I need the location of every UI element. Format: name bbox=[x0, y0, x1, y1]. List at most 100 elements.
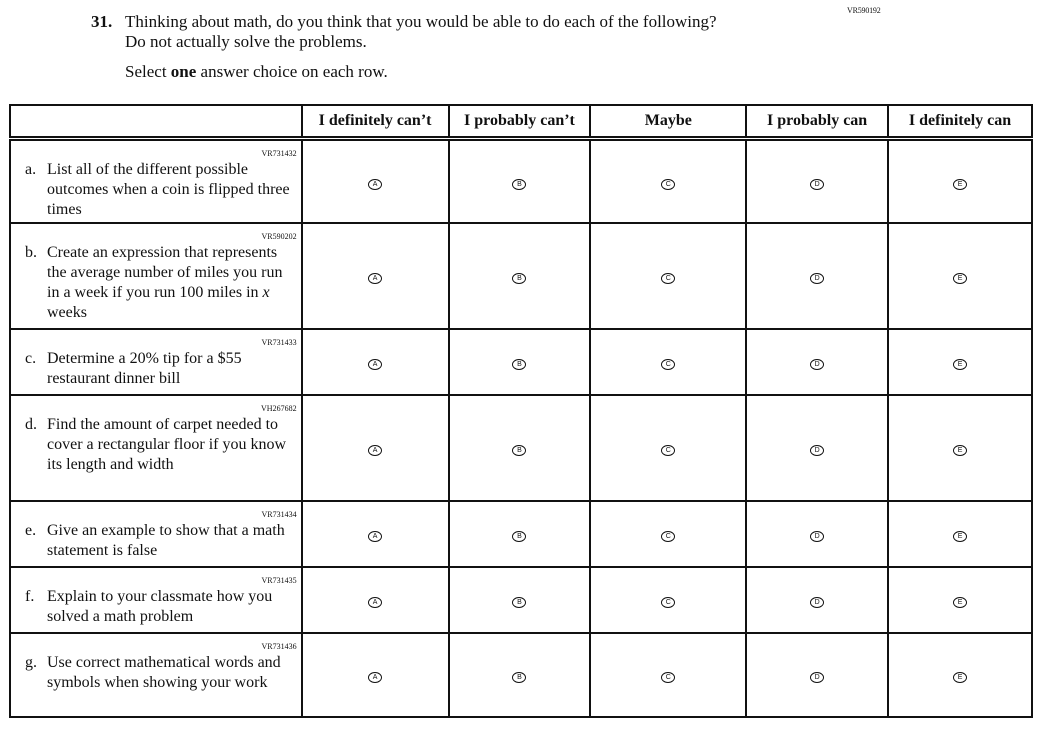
answer-bubble-e[interactable]: E bbox=[953, 531, 968, 542]
answer-cell[interactable]: E bbox=[887, 222, 1033, 330]
answer-cell[interactable]: B bbox=[447, 632, 592, 718]
answer-bubble-a[interactable]: A bbox=[368, 531, 383, 542]
answer-bubble-c[interactable]: C bbox=[661, 359, 676, 370]
answer-cell[interactable]: C bbox=[589, 500, 748, 568]
item-code: VR590202 bbox=[261, 232, 297, 241]
answer-cell[interactable]: D bbox=[745, 566, 890, 634]
question-row: VR731436 g. Use correct mathematical words… bbox=[9, 632, 1033, 718]
row-text: Create an expression that represents the… bbox=[47, 244, 283, 301]
answer-cell[interactable]: B bbox=[447, 137, 592, 224]
answer-cell[interactable]: B bbox=[447, 328, 592, 396]
row-letter: c. bbox=[25, 350, 37, 367]
answer-cell[interactable]: C bbox=[589, 328, 748, 396]
answer-bubble-d[interactable]: D bbox=[810, 178, 825, 190]
row-letter: a. bbox=[25, 161, 37, 178]
answer-bubble-c[interactable]: C bbox=[661, 531, 676, 542]
answer-cell[interactable]: D bbox=[745, 632, 890, 718]
answer-bubble-e[interactable]: E bbox=[953, 178, 968, 190]
answer-bubble-d[interactable]: D bbox=[810, 359, 825, 370]
answer-cell[interactable]: D bbox=[745, 137, 890, 224]
answer-cell[interactable]: A bbox=[300, 222, 450, 330]
answer-bubble-a[interactable]: A bbox=[368, 445, 383, 456]
answer-cell[interactable]: A bbox=[300, 632, 450, 718]
answer-bubble-c[interactable]: C bbox=[661, 178, 676, 190]
answer-cell[interactable]: D bbox=[745, 394, 890, 502]
instruction-text: Select bbox=[125, 62, 171, 81]
answer-bubble-b[interactable]: B bbox=[512, 531, 527, 542]
answer-cell[interactable]: E bbox=[887, 632, 1033, 718]
answer-bubble-d[interactable]: D bbox=[810, 672, 825, 683]
answer-cell[interactable]: C bbox=[589, 632, 748, 718]
answer-cell[interactable]: B bbox=[447, 394, 592, 502]
item-code: VR731436 bbox=[261, 642, 297, 651]
row-label-cell: VR731436 g. Use correct mathematical words… bbox=[9, 632, 303, 718]
answer-cell[interactable]: A bbox=[300, 328, 450, 396]
question-row: VR590202 b. Create an expression that repr… bbox=[9, 222, 1033, 330]
row-label-cell: VH267682 d. Find the amount of carpet need… bbox=[9, 394, 303, 502]
column-header: I probably can bbox=[745, 104, 890, 140]
answer-cell[interactable]: E bbox=[887, 137, 1033, 224]
answer-cell[interactable]: D bbox=[745, 500, 890, 568]
row-statement: List all of the different possible outco… bbox=[47, 160, 297, 220]
header-row: I definitely can’t I probably can’t Mayb… bbox=[9, 104, 1033, 140]
answer-bubble-e[interactable]: E bbox=[953, 597, 968, 608]
answer-cell[interactable]: C bbox=[589, 394, 748, 502]
answer-bubble-b[interactable]: B bbox=[512, 445, 527, 456]
item-code: VR731433 bbox=[261, 338, 297, 347]
row-label-cell: VR731435 f. Explain to your classmate how … bbox=[9, 566, 303, 634]
answer-bubble-e[interactable]: E bbox=[953, 672, 968, 683]
item-code: VR731434 bbox=[261, 510, 297, 519]
answer-cell[interactable]: B bbox=[447, 222, 592, 330]
answer-cell[interactable]: C bbox=[589, 566, 748, 634]
answer-bubble-c[interactable]: C bbox=[661, 445, 676, 456]
row-text: Give an example to show that a math stat… bbox=[47, 522, 285, 559]
row-text: List all of the different possible outco… bbox=[47, 161, 290, 218]
answer-bubble-d[interactable]: D bbox=[810, 445, 825, 456]
answer-bubble-a[interactable]: A bbox=[368, 359, 383, 370]
answer-bubble-a[interactable]: A bbox=[368, 597, 383, 608]
answer-cell[interactable]: D bbox=[745, 328, 890, 396]
answer-bubble-a[interactable]: A bbox=[368, 178, 383, 190]
answer-cell[interactable]: B bbox=[447, 566, 592, 634]
answer-bubble-a[interactable]: A bbox=[368, 273, 383, 284]
answer-bubble-e[interactable]: E bbox=[953, 359, 968, 370]
answer-cell[interactable]: A bbox=[300, 566, 450, 634]
answer-cell[interactable]: A bbox=[300, 394, 450, 502]
answer-cell[interactable]: E bbox=[887, 566, 1033, 634]
answer-bubble-d[interactable]: D bbox=[810, 531, 825, 542]
answer-bubble-a[interactable]: A bbox=[368, 672, 383, 683]
answer-bubble-d[interactable]: D bbox=[810, 273, 825, 284]
answer-bubble-b[interactable]: B bbox=[512, 178, 527, 190]
row-label-cell: VR731432 a. List all of the different poss… bbox=[9, 137, 303, 224]
answer-cell[interactable]: E bbox=[887, 394, 1033, 502]
row-letter: g. bbox=[25, 654, 37, 671]
row-text-variable: x bbox=[262, 284, 270, 301]
answer-cell[interactable]: A bbox=[300, 500, 450, 568]
answer-bubble-b[interactable]: B bbox=[512, 359, 527, 370]
answer-bubble-b[interactable]: B bbox=[512, 672, 527, 683]
answer-cell[interactable]: A bbox=[300, 137, 450, 224]
answer-bubble-b[interactable]: B bbox=[512, 597, 527, 608]
answer-cell[interactable]: C bbox=[589, 222, 748, 330]
column-header: I definitely can’t bbox=[300, 104, 450, 140]
answer-cell[interactable]: C bbox=[589, 137, 748, 224]
answer-bubble-c[interactable]: C bbox=[661, 273, 676, 284]
answer-cell[interactable]: E bbox=[887, 500, 1033, 568]
response-grid: I definitely can’t I probably can’t Mayb… bbox=[9, 104, 1033, 718]
answer-bubble-d[interactable]: D bbox=[810, 597, 825, 608]
answer-bubble-b[interactable]: B bbox=[512, 273, 527, 284]
answer-bubble-c[interactable]: C bbox=[661, 672, 676, 683]
item-code: VR731432 bbox=[261, 149, 297, 158]
answer-cell[interactable]: E bbox=[887, 328, 1033, 396]
answer-cell[interactable]: B bbox=[447, 500, 592, 568]
answer-bubble-e[interactable]: E bbox=[953, 273, 968, 284]
column-header: I probably can’t bbox=[447, 104, 592, 140]
answer-cell[interactable]: D bbox=[745, 222, 890, 330]
row-label-cell: VR590202 b. Create an expression that repr… bbox=[9, 222, 303, 330]
answer-bubble-c[interactable]: C bbox=[661, 597, 676, 608]
row-label-cell: VR731434 e. Give an example to show that a… bbox=[9, 500, 303, 568]
answer-bubble-e[interactable]: E bbox=[953, 445, 968, 456]
row-text: Find the amount of carpet needed to cove… bbox=[47, 416, 287, 473]
row-text-end: weeks bbox=[47, 304, 87, 321]
instruction-text-end: answer choice on each row. bbox=[196, 62, 388, 81]
